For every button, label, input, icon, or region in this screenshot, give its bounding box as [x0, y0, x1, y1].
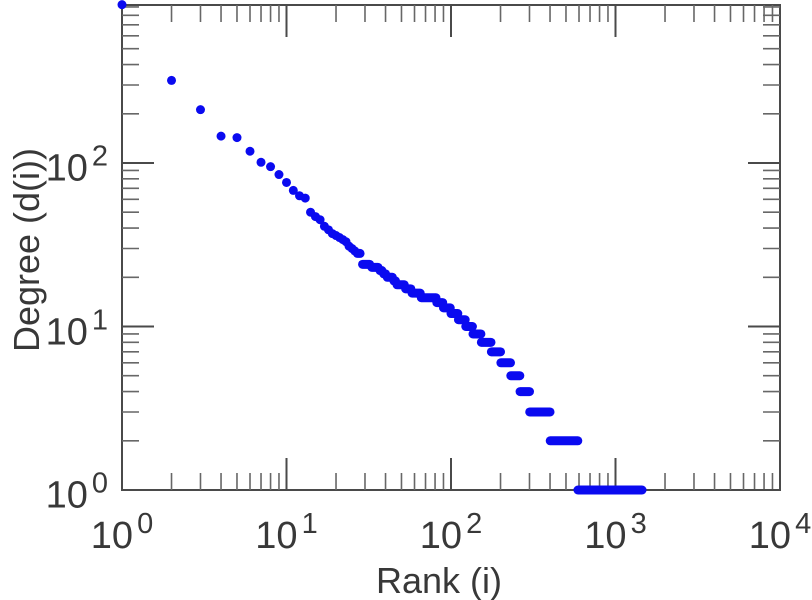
x-tick-label-10e1: 10 1 [255, 508, 317, 558]
data-point-rank-8 [266, 162, 276, 172]
tick-exponent: 1 [301, 508, 318, 540]
tick-base: 10 [45, 474, 88, 517]
y-axis-title: Degree (d(i)) [6, 147, 47, 353]
data-point-rank-3 [195, 105, 205, 115]
x-axis-title: Rank (i) [375, 560, 503, 600]
tick-exponent: 2 [466, 508, 483, 540]
tick-exponent: 0 [137, 508, 154, 540]
data-point-rank-7 [256, 157, 266, 167]
data-point-rank-5 [232, 133, 242, 143]
data-point-rank-10 [282, 177, 291, 187]
y-tick-label-10e2: 10 2 [0, 141, 108, 191]
data-point-rank-16 [315, 215, 325, 225]
data-point-rank-13 [300, 193, 310, 203]
data-point-rank-6 [245, 146, 255, 156]
tick-exponent: 2 [91, 140, 108, 173]
tick-exponent: 4 [795, 508, 812, 540]
x-tick-label-10e4: 10 4 [748, 508, 811, 558]
tick-base: 10 [45, 147, 88, 190]
tick-exponent: 0 [91, 467, 108, 500]
tick-base: 10 [748, 515, 792, 557]
data-point-rank-11 [288, 185, 298, 195]
x-tick-label-10e0: 10 0 [90, 508, 153, 558]
tick-base: 10 [255, 515, 298, 557]
tick-exponent: 3 [630, 508, 647, 540]
tick-base: 10 [90, 515, 134, 557]
tick-base: 10 [584, 515, 627, 557]
y-tick-label-10e0: 10 0 [0, 468, 108, 518]
tick-base: 10 [45, 311, 88, 353]
data-point-rank-4 [216, 131, 226, 141]
data-point-rank-1 [117, 0, 127, 10]
x-tick-label-10e2: 10 2 [419, 508, 482, 558]
data-point-rank-9 [274, 170, 284, 180]
x-tick-label-10e3: 10 3 [584, 508, 646, 558]
y-tick-label-10e1: 10 1 [0, 304, 108, 354]
tick-exponent: 1 [91, 304, 108, 336]
data-point-rank-2 [167, 75, 177, 85]
tick-base: 10 [419, 515, 463, 557]
plot-frame [121, 4, 781, 491]
